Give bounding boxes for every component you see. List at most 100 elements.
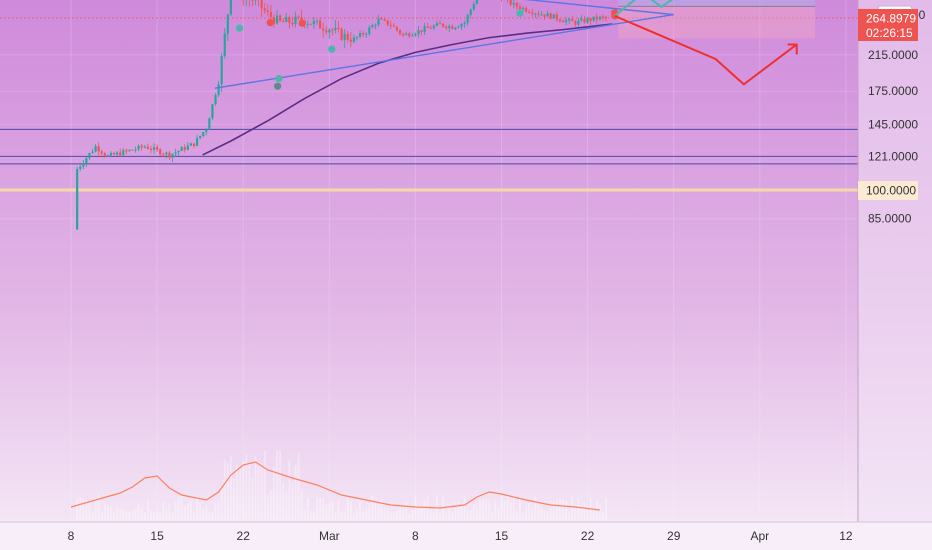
- stop-zone[interactable]: [618, 6, 816, 39]
- signal-dot: [328, 45, 336, 53]
- candle-body: [125, 150, 128, 152]
- volume-bar: [202, 509, 205, 520]
- volume-bar: [322, 497, 325, 520]
- candle-body: [512, 2, 515, 5]
- volume-bar: [285, 492, 288, 520]
- candle-body: [568, 18, 571, 21]
- volume-bar: [559, 498, 561, 520]
- drawings[interactable]: [214, 0, 808, 90]
- candle-body: [168, 152, 171, 158]
- bearish-forecast-path[interactable]: [614, 15, 798, 86]
- candle-body: [152, 147, 156, 150]
- volume-bar: [263, 450, 266, 520]
- volume-bar: [183, 505, 186, 520]
- candle-body: [352, 37, 355, 42]
- volume-bar: [94, 498, 97, 520]
- volume-bar: [297, 453, 300, 520]
- volume-bar: [383, 506, 386, 520]
- volume-bar: [605, 498, 607, 520]
- volume-bar: [273, 466, 275, 520]
- candle-body: [149, 148, 153, 150]
- volume-bar: [125, 510, 128, 520]
- candle-body: [171, 153, 174, 158]
- volume-bar: [226, 462, 229, 520]
- volume-bar: [463, 495, 466, 520]
- candle-body: [377, 18, 380, 25]
- price-tick-label: 85.0000: [868, 212, 912, 226]
- candle-body: [97, 146, 100, 152]
- volume-bar: [460, 505, 463, 520]
- volume-bar: [79, 497, 82, 520]
- candle-body: [604, 16, 608, 18]
- volume-bar: [306, 498, 309, 520]
- triangle-lower-line[interactable]: [214, 13, 674, 89]
- volume-bar: [475, 505, 478, 520]
- candle-body: [380, 18, 383, 20]
- time-tick-label: 22: [237, 529, 251, 543]
- candle-body: [128, 149, 131, 151]
- signal-dot: [235, 24, 244, 32]
- candle-body: [174, 152, 177, 154]
- volume-bar: [568, 511, 571, 520]
- candle-body: [318, 20, 322, 29]
- candle-body: [137, 145, 140, 150]
- volume-bar: [257, 462, 260, 520]
- candle-body: [146, 146, 149, 149]
- volume-bar: [119, 508, 122, 520]
- volume-bar: [586, 510, 589, 520]
- volume-bar: [303, 509, 306, 520]
- volume-bar: [359, 501, 361, 520]
- candle-body: [306, 23, 309, 25]
- price-axis[interactable]: 800.0000650.0000530.0000450.0000375.0000…: [857, 0, 932, 550]
- volume-bar: [432, 511, 435, 520]
- volume-bar: [233, 479, 235, 520]
- candle-body: [537, 13, 540, 15]
- volume-bar: [491, 512, 494, 520]
- candle-body: [300, 17, 303, 22]
- moving-average-line: [202, 23, 613, 156]
- volume-bar: [282, 483, 285, 520]
- candle-body: [417, 29, 420, 34]
- volume-bar: [91, 513, 94, 520]
- time-tick-label: Apr: [750, 529, 769, 543]
- volume-bar: [522, 513, 524, 520]
- triangle-upper-line[interactable]: [228, 0, 674, 16]
- volume-bar: [159, 512, 162, 520]
- candle-body: [564, 20, 568, 23]
- target-zone[interactable]: [618, 0, 816, 7]
- candle-body: [515, 2, 518, 7]
- candle-body: [106, 155, 109, 157]
- time-tick-label: 8: [68, 529, 75, 543]
- candle-body: [116, 152, 119, 155]
- volume-bar: [162, 502, 165, 520]
- volume-bar: [512, 495, 515, 520]
- volume-bar: [411, 509, 414, 520]
- volume-bar: [288, 459, 291, 520]
- candle-body: [288, 17, 291, 23]
- volume-bar: [445, 512, 448, 520]
- time-tick-label: 22: [581, 529, 595, 543]
- volume-bar: [592, 508, 595, 520]
- signal-dot: [298, 19, 306, 27]
- candle-body: [583, 18, 586, 23]
- candle-body: [358, 33, 362, 37]
- highlight-level-tag: [858, 181, 918, 201]
- candle-body: [362, 33, 365, 35]
- volume-bar: [220, 486, 223, 520]
- candle-body: [395, 26, 399, 31]
- horizontal-levels[interactable]: [0, 0, 858, 192]
- candle-body: [340, 28, 343, 40]
- candle-body: [549, 13, 552, 19]
- candle-body: [211, 104, 214, 119]
- time-axis[interactable]: 8 15 22 Mar 8 15 22 29 Apr 12: [0, 521, 932, 550]
- volume-bar: [266, 494, 269, 520]
- volume-bar: [466, 510, 469, 520]
- volume-bar: [334, 512, 337, 520]
- volume-bar: [236, 465, 238, 520]
- volume-bar: [242, 461, 245, 520]
- volume-bar: [497, 508, 500, 520]
- candle-body: [383, 19, 386, 21]
- volume-bar: [211, 511, 214, 520]
